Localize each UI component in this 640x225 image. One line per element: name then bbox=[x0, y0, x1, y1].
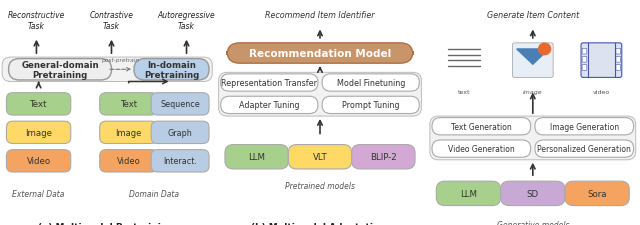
FancyBboxPatch shape bbox=[151, 93, 209, 115]
Text: (a) Multimodal Pretraining.: (a) Multimodal Pretraining. bbox=[38, 222, 177, 225]
Text: Image Generation: Image Generation bbox=[550, 122, 619, 131]
FancyBboxPatch shape bbox=[616, 65, 621, 71]
Text: Sequence: Sequence bbox=[160, 100, 200, 109]
Text: Prompt Tuning: Prompt Tuning bbox=[342, 101, 399, 110]
FancyBboxPatch shape bbox=[582, 65, 587, 71]
Text: Personalized Generation: Personalized Generation bbox=[538, 144, 631, 153]
FancyBboxPatch shape bbox=[151, 122, 209, 144]
FancyBboxPatch shape bbox=[352, 145, 415, 169]
Text: Text Generation: Text Generation bbox=[451, 122, 512, 131]
FancyBboxPatch shape bbox=[500, 181, 565, 206]
Text: LLM: LLM bbox=[248, 153, 265, 162]
FancyBboxPatch shape bbox=[225, 145, 288, 169]
Text: Pretrained models: Pretrained models bbox=[285, 181, 355, 190]
FancyBboxPatch shape bbox=[616, 57, 621, 63]
Text: text: text bbox=[458, 89, 470, 94]
FancyBboxPatch shape bbox=[221, 74, 318, 92]
FancyBboxPatch shape bbox=[582, 57, 587, 63]
Text: BLIP-2: BLIP-2 bbox=[370, 153, 397, 162]
Text: In-domain
Pretraining: In-domain Pretraining bbox=[144, 60, 199, 80]
Text: Text: Text bbox=[120, 100, 137, 109]
FancyBboxPatch shape bbox=[151, 150, 209, 172]
FancyBboxPatch shape bbox=[2, 58, 212, 82]
Text: External Data: External Data bbox=[12, 189, 65, 198]
FancyBboxPatch shape bbox=[322, 74, 419, 92]
Text: General-domain
Pretraining: General-domain Pretraining bbox=[21, 60, 99, 80]
FancyBboxPatch shape bbox=[581, 44, 622, 78]
FancyBboxPatch shape bbox=[565, 181, 629, 206]
FancyBboxPatch shape bbox=[432, 118, 531, 135]
FancyBboxPatch shape bbox=[134, 59, 209, 81]
Text: Text: Text bbox=[30, 100, 47, 109]
Text: Video: Video bbox=[26, 157, 51, 166]
FancyBboxPatch shape bbox=[6, 122, 71, 144]
FancyBboxPatch shape bbox=[221, 97, 318, 114]
Text: Generative models: Generative models bbox=[497, 220, 569, 225]
FancyBboxPatch shape bbox=[436, 181, 500, 206]
Circle shape bbox=[539, 44, 550, 55]
Text: SD: SD bbox=[527, 189, 539, 198]
Text: (b) Multimodal Adaptation.: (b) Multimodal Adaptation. bbox=[251, 222, 389, 225]
FancyBboxPatch shape bbox=[100, 122, 157, 144]
FancyBboxPatch shape bbox=[616, 49, 621, 55]
Text: post-pretrain: post-pretrain bbox=[101, 58, 140, 63]
FancyBboxPatch shape bbox=[219, 73, 421, 117]
FancyBboxPatch shape bbox=[6, 93, 71, 115]
Text: video: video bbox=[593, 89, 610, 94]
FancyBboxPatch shape bbox=[8, 59, 111, 81]
Text: Image: Image bbox=[25, 128, 52, 137]
Text: Domain Data: Domain Data bbox=[129, 189, 179, 198]
FancyBboxPatch shape bbox=[227, 44, 413, 64]
Text: Adapter Tuning: Adapter Tuning bbox=[239, 101, 300, 110]
FancyBboxPatch shape bbox=[430, 117, 636, 160]
Text: Video Generation: Video Generation bbox=[448, 144, 515, 153]
FancyBboxPatch shape bbox=[535, 118, 634, 135]
Text: Representation Transfer: Representation Transfer bbox=[221, 79, 317, 88]
FancyBboxPatch shape bbox=[6, 150, 71, 172]
FancyBboxPatch shape bbox=[432, 140, 531, 158]
Text: Video: Video bbox=[116, 157, 141, 166]
FancyBboxPatch shape bbox=[322, 97, 419, 114]
Text: Reconstructive
Task: Reconstructive Task bbox=[8, 11, 65, 31]
Polygon shape bbox=[516, 50, 549, 65]
Text: Generate Item Content: Generate Item Content bbox=[486, 11, 579, 20]
FancyBboxPatch shape bbox=[513, 44, 553, 78]
Text: Sora: Sora bbox=[588, 189, 607, 198]
Text: VLT: VLT bbox=[312, 153, 328, 162]
Text: LLM: LLM bbox=[460, 189, 477, 198]
Text: Contrastive
Task: Contrastive Task bbox=[90, 11, 134, 31]
FancyBboxPatch shape bbox=[535, 140, 634, 158]
Text: Model Finetuning: Model Finetuning bbox=[337, 79, 405, 88]
Text: Recommendation Model: Recommendation Model bbox=[249, 49, 391, 59]
FancyBboxPatch shape bbox=[582, 49, 587, 55]
Text: image: image bbox=[523, 89, 543, 94]
FancyBboxPatch shape bbox=[100, 93, 157, 115]
Text: Autoregressive
Task: Autoregressive Task bbox=[157, 11, 216, 31]
FancyBboxPatch shape bbox=[288, 145, 352, 169]
Text: Recommend Item Identifier: Recommend Item Identifier bbox=[265, 11, 375, 20]
FancyBboxPatch shape bbox=[100, 150, 157, 172]
Text: Graph: Graph bbox=[168, 128, 193, 137]
Text: Image: Image bbox=[115, 128, 142, 137]
Text: Interact.: Interact. bbox=[163, 157, 197, 166]
